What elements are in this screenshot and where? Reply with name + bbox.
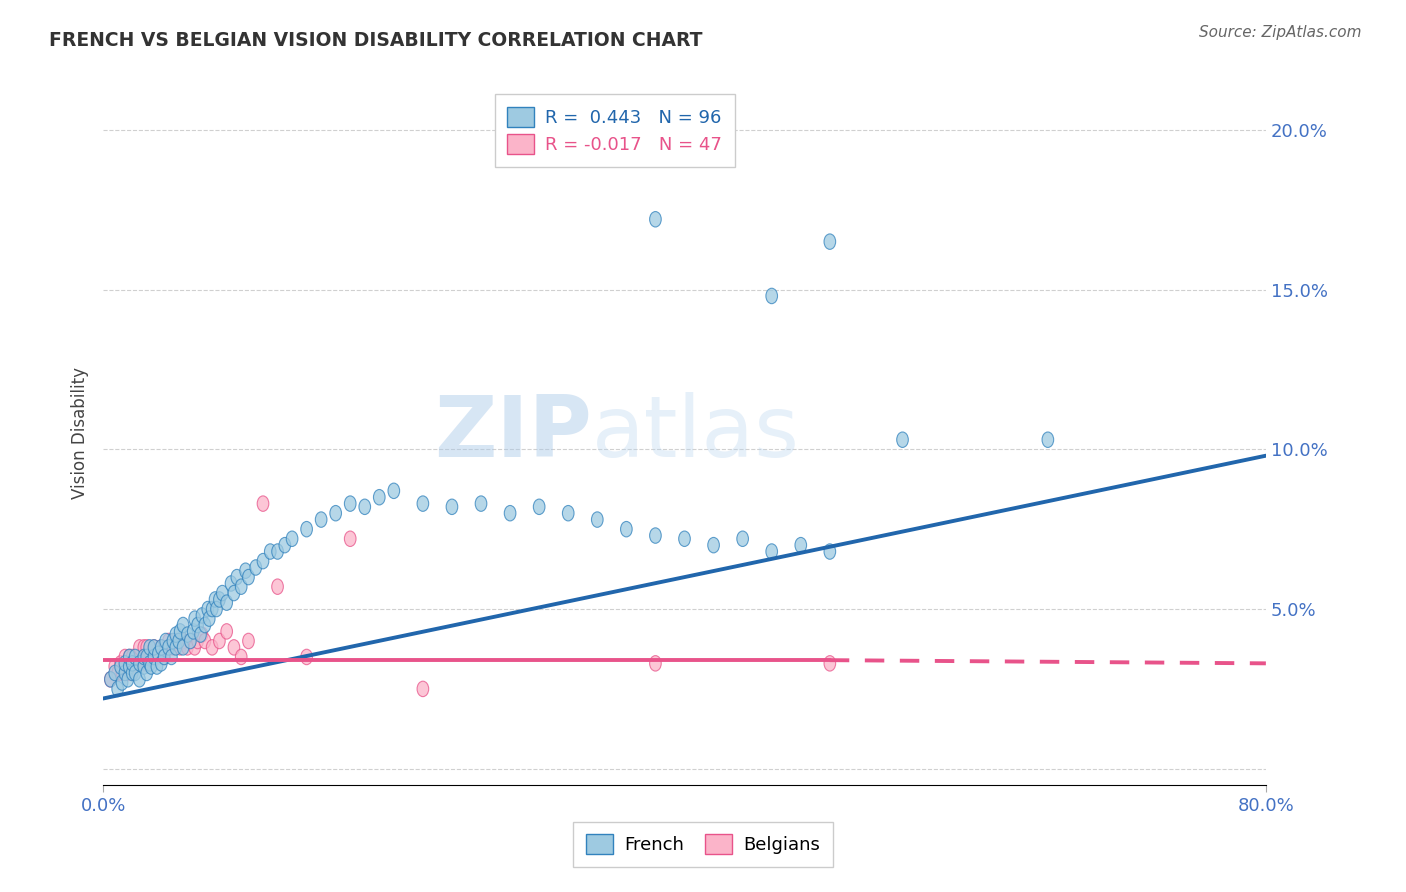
Text: ZIP: ZIP [433, 392, 592, 475]
Text: Source: ZipAtlas.com: Source: ZipAtlas.com [1198, 25, 1361, 40]
Text: atlas: atlas [592, 392, 800, 475]
Legend: French, Belgians: French, Belgians [574, 822, 832, 867]
Legend: R =  0.443   N = 96, R = -0.017   N = 47: R = 0.443 N = 96, R = -0.017 N = 47 [495, 95, 735, 167]
Y-axis label: Vision Disability: Vision Disability [72, 368, 89, 500]
Text: FRENCH VS BELGIAN VISION DISABILITY CORRELATION CHART: FRENCH VS BELGIAN VISION DISABILITY CORR… [49, 31, 703, 50]
